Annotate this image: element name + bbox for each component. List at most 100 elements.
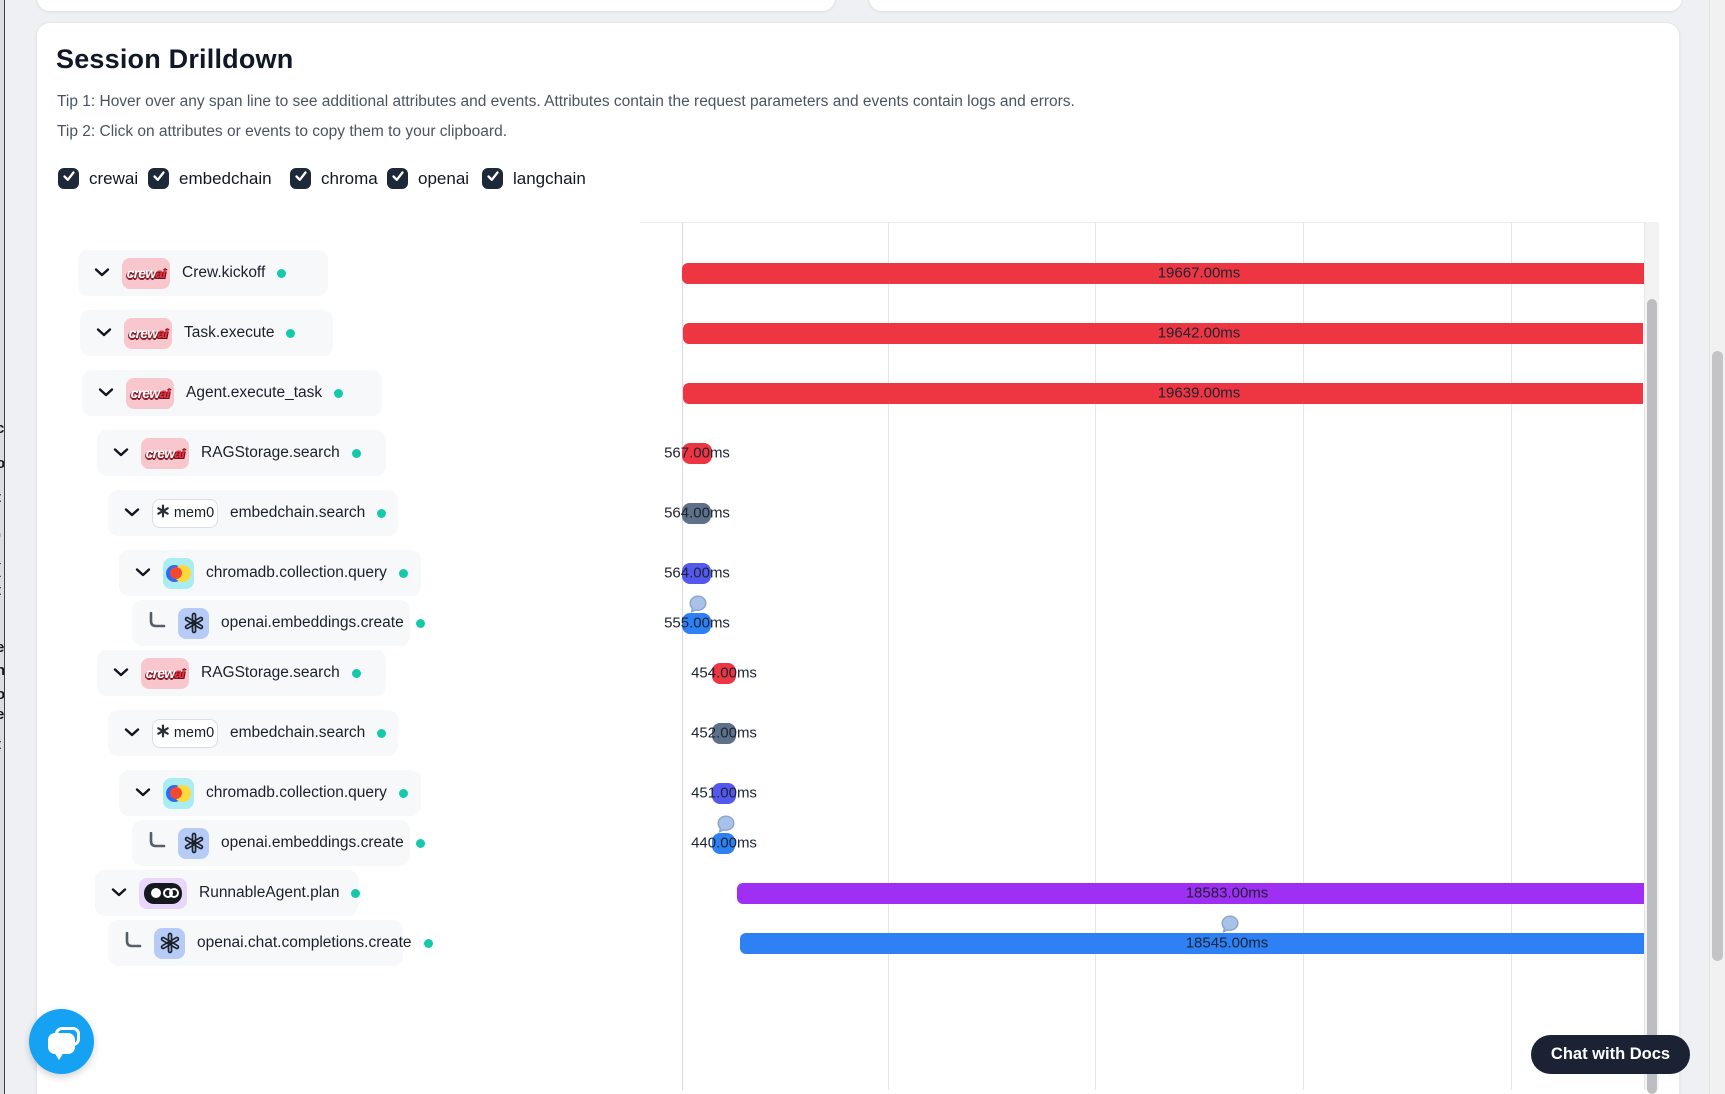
checkmark-icon <box>294 169 308 188</box>
chat-with-docs-button[interactable]: Chat with Docs <box>1531 1035 1690 1074</box>
status-dot <box>415 838 425 848</box>
checkbox-chroma[interactable] <box>290 168 311 189</box>
span-row-chromadb.collection.query[interactable]: chromadb.collection.query <box>119 770 421 816</box>
chat-widget-button[interactable] <box>29 1009 94 1074</box>
chroma-logo <box>163 557 194 589</box>
span-row-RAGStorage.search[interactable]: crewai RAGStorage.search <box>97 650 386 696</box>
status-dot <box>415 618 425 628</box>
status-dot <box>423 938 433 948</box>
filter-item-openai[interactable]: openai <box>387 168 469 189</box>
chart-scrollbar-thumb[interactable] <box>1647 299 1657 1094</box>
chevron-down-icon[interactable] <box>98 384 114 402</box>
openai-logo <box>178 607 209 639</box>
checkbox-crewai[interactable] <box>58 168 79 189</box>
openai-logo <box>154 927 185 959</box>
event-bubble-icon[interactable] <box>716 814 736 839</box>
filter-item-langchain[interactable]: langchain <box>482 168 586 189</box>
span-row-embedchain.search[interactable]: mem0 embedchain.search <box>108 490 398 536</box>
span-bar-embedchain.search[interactable] <box>712 722 736 744</box>
span-row-RAGStorage.search[interactable]: crewai RAGStorage.search <box>97 430 386 476</box>
span-row-chromadb.collection.query[interactable]: chromadb.collection.query <box>119 550 421 596</box>
span-row-RunnableAgent.plan[interactable]: RunnableAgent.plan <box>95 870 361 916</box>
span-duration-label: 18545.00ms <box>1185 934 1269 952</box>
checkbox-embedchain[interactable] <box>148 168 169 189</box>
mem0-flower-icon <box>156 504 170 523</box>
elbow-connector-icon <box>148 831 166 854</box>
span-bar-RunnableAgent.plan[interactable] <box>737 882 1645 904</box>
status-dot <box>377 508 387 518</box>
chevron-down-icon[interactable] <box>111 884 127 902</box>
checkmark-icon <box>152 169 166 188</box>
edge-text-fragment: c <box>0 420 4 437</box>
checkbox-openai[interactable] <box>387 168 408 189</box>
chevron-down-icon[interactable] <box>113 444 129 462</box>
span-bar-RAGStorage.search[interactable] <box>712 662 736 684</box>
span-bar-chromadb.collection.query[interactable] <box>682 562 711 584</box>
event-bubble-icon[interactable] <box>688 594 708 619</box>
span-bar-openai.chat.completions.create[interactable] <box>740 932 1645 954</box>
gridline <box>682 222 683 1090</box>
span-duration-label: 454.00ms <box>691 664 757 682</box>
crewai-logo-text: crewai <box>126 264 167 281</box>
tip-2-text: Tip 2: Click on attributes or events to … <box>57 123 507 140</box>
span-name: RunnableAgent.plan <box>199 884 340 901</box>
status-dot <box>398 568 408 578</box>
chroma-logo <box>163 777 194 809</box>
span-row-openai.chat.completions.create[interactable]: openai.chat.completions.create <box>108 920 433 966</box>
chevron-down-icon[interactable] <box>96 324 112 342</box>
span-bar-Task.execute[interactable] <box>683 322 1643 344</box>
chevron-down-icon[interactable] <box>113 664 129 682</box>
chevron-down-icon[interactable] <box>94 264 110 282</box>
edge-text-fragment: t <box>0 582 1 599</box>
filter-item-embedchain[interactable]: embedchain <box>148 168 272 189</box>
filter-item-crewai[interactable]: crewai <box>58 168 138 189</box>
mem0-logo-text: mem0 <box>173 505 215 521</box>
status-dot <box>277 268 287 278</box>
span-name: RAGStorage.search <box>201 664 340 681</box>
event-bubble-icon[interactable] <box>1220 914 1240 939</box>
status-dot <box>377 728 387 738</box>
span-bar-Crew.kickoff[interactable] <box>682 262 1644 284</box>
span-bar-RAGStorage.search[interactable] <box>682 442 712 464</box>
chevron-down-icon[interactable] <box>135 564 151 582</box>
edge-text-fragment: e <box>0 639 4 656</box>
span-row-openai.embeddings.create[interactable]: openai.embeddings.create <box>132 600 425 646</box>
span-bar-openai.embeddings.create[interactable] <box>712 832 735 854</box>
span-bar-chromadb.collection.query[interactable] <box>712 782 736 804</box>
crewai-logo: crewai <box>124 317 172 349</box>
crewai-logo-text: crewai <box>145 664 186 681</box>
span-name: chromadb.collection.query <box>206 564 387 581</box>
crewai-logo-text: crewai <box>130 384 171 401</box>
span-duration-label: 452.00ms <box>691 724 757 742</box>
span-row-embedchain.search[interactable]: mem0 embedchain.search <box>108 710 398 756</box>
span-row-Task.execute[interactable]: crewai Task.execute <box>80 310 333 356</box>
edge-text-fragment: t <box>0 736 1 753</box>
edge-text-fragment: ) <box>0 526 1 543</box>
span-bar-openai.embeddings.create[interactable] <box>682 612 711 634</box>
chevron-down-icon[interactable] <box>124 724 140 742</box>
filter-item-chroma[interactable]: chroma <box>290 168 378 189</box>
gridline <box>1511 222 1512 1090</box>
span-bar-Agent.execute_task[interactable] <box>683 382 1643 404</box>
checkbox-langchain[interactable] <box>482 168 503 189</box>
chevron-down-icon[interactable] <box>135 784 151 802</box>
span-bar-embedchain.search[interactable] <box>682 502 711 524</box>
chart-top-ruler-line <box>640 222 1644 223</box>
span-name: embedchain.search <box>230 724 366 741</box>
top-card-left <box>36 0 836 12</box>
page-title: Session Drilldown <box>56 44 294 74</box>
crewai-logo-text: crewai <box>128 324 169 341</box>
span-row-Agent.execute_task[interactable]: crewai Agent.execute_task <box>82 370 382 416</box>
span-name: chromadb.collection.query <box>206 784 387 801</box>
span-duration-label: 567.00ms <box>664 444 730 462</box>
window-scrollbar-thumb[interactable] <box>1712 351 1723 961</box>
span-row-Crew.kickoff[interactable]: crewai Crew.kickoff <box>78 250 328 296</box>
span-row-openai.embeddings.create[interactable]: openai.embeddings.create <box>132 820 425 866</box>
chevron-down-icon[interactable] <box>124 504 140 522</box>
elbow-connector-icon <box>124 931 142 954</box>
status-dot <box>351 448 361 458</box>
checkmark-icon <box>62 169 76 188</box>
span-duration-label: 19667.00ms <box>1157 264 1241 282</box>
top-card-right <box>868 0 1683 12</box>
gridline <box>1303 222 1304 1090</box>
